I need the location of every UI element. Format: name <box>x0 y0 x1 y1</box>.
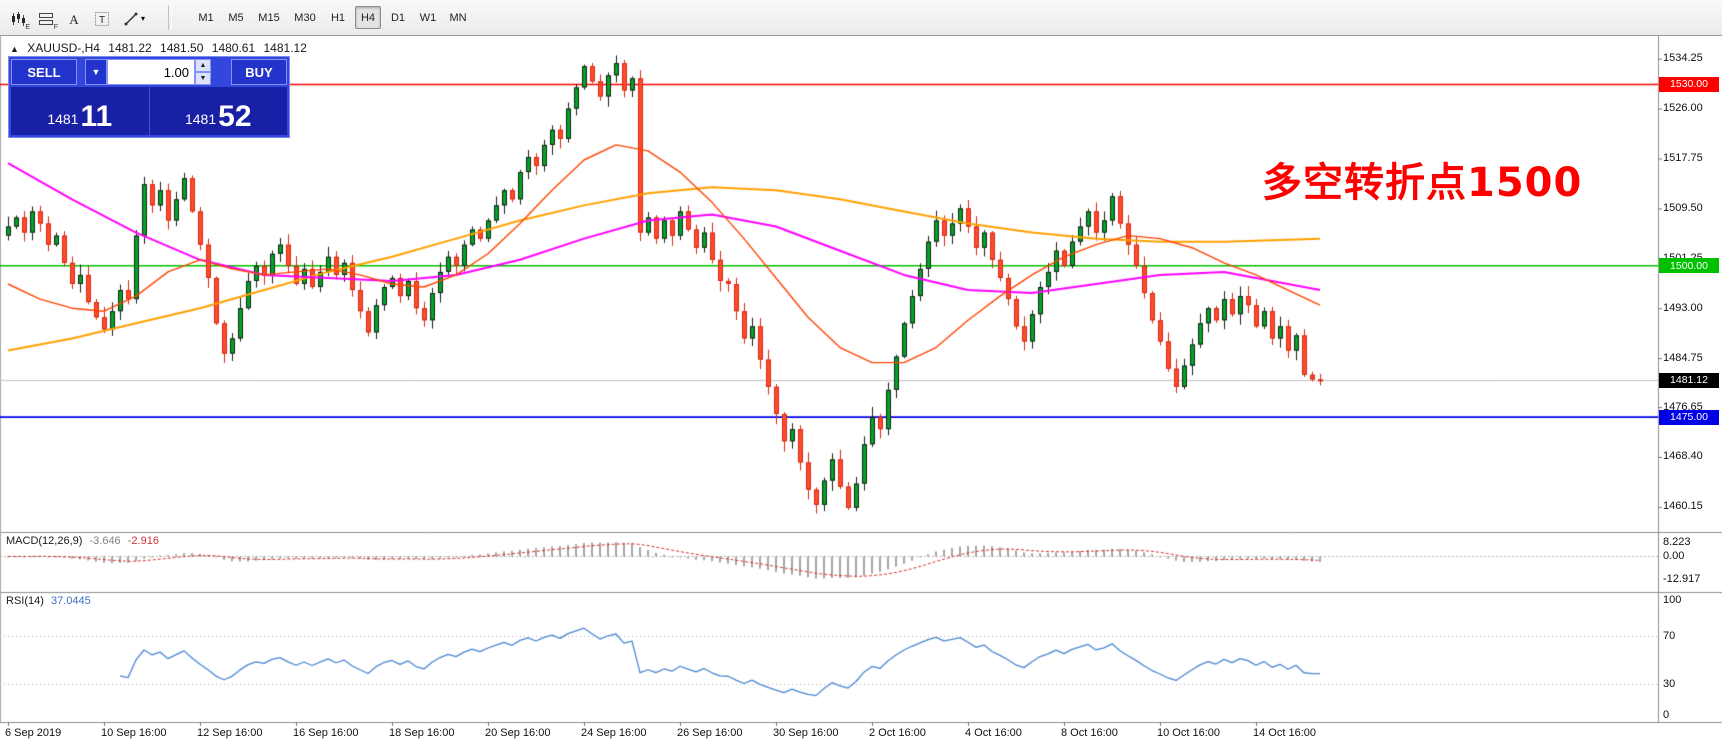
sell-price-pips: 11 <box>80 100 113 133</box>
trade-panel-divider <box>148 87 150 135</box>
time-axis-label: 10 Oct 16:00 <box>1157 727 1220 739</box>
symbol-name: XAUUSD-,H4 <box>27 41 100 55</box>
bar-chart-icon[interactable]: E <box>4 5 32 32</box>
chevron-down-icon: ▼ <box>91 67 101 77</box>
time-axis-label: 4 Oct 16:00 <box>965 727 1022 739</box>
chart-shift-icon: ▲ <box>10 44 19 54</box>
trade-panel-prices: 1481 11 1481 52 <box>11 87 287 135</box>
rsi-name: RSI(14) <box>6 595 44 607</box>
time-axis-label: 20 Sep 16:00 <box>485 727 551 739</box>
rsi-axis-tick: 30 <box>1663 677 1676 690</box>
macd-signal-value: -2.916 <box>127 535 159 547</box>
time-axis-label: 8 Oct 16:00 <box>1061 727 1118 739</box>
chart-annotation-text: 多空转折点1500 <box>1262 160 1583 206</box>
volume-decrease-button[interactable]: ▼ <box>195 72 211 85</box>
price-tick: 1517.75 <box>1663 151 1703 164</box>
price-level-label: 1500.00 <box>1659 258 1719 274</box>
time-axis-label: 6 Sep 2019 <box>5 727 62 739</box>
sell-price-main: 1481 <box>47 111 79 127</box>
time-axis-label: 14 Oct 16:00 <box>1253 727 1316 739</box>
timeframe-w1-button[interactable]: W1 <box>419 11 437 24</box>
time-axis-label: 12 Sep 16:00 <box>197 727 263 739</box>
timeframe-m5-button[interactable]: M5 <box>228 11 244 24</box>
text-tool-icon[interactable]: A <box>60 5 88 32</box>
macd-axis-tick: 8.223 <box>1663 535 1691 548</box>
svg-text:A: A <box>69 12 79 27</box>
price-level-label: 1530.00 <box>1659 76 1719 92</box>
symbol-ohlc-header: ▲ XAUUSD-,H4 1481.22 1481.50 1480.61 148… <box>10 41 312 55</box>
ohlc-high: 1481.50 <box>160 41 204 55</box>
macd-main-value: -3.646 <box>89 535 121 547</box>
time-axis-label: 10 Sep 16:00 <box>101 727 167 739</box>
tile-windows-icon-sub-label: F <box>53 24 58 31</box>
rsi-axis-tick: 70 <box>1663 629 1676 642</box>
price-tick: 1460.15 <box>1663 500 1703 513</box>
timeframe-h4-button[interactable]: H4 <box>355 6 381 29</box>
price-tick: 1468.40 <box>1663 450 1703 463</box>
time-axis-label: 16 Sep 16:00 <box>293 727 359 739</box>
price-tick: 1493.00 <box>1663 301 1703 314</box>
price-tick: 1534.25 <box>1663 52 1703 65</box>
time-axis-label: 2 Oct 16:00 <box>869 727 926 739</box>
volume-input[interactable] <box>107 59 195 85</box>
price-tick: 1509.50 <box>1663 201 1703 214</box>
rsi-value: 37.0445 <box>50 595 91 607</box>
rsi-axis-tick: 100 <box>1663 593 1682 606</box>
macd-axis-tick: 0.00 <box>1663 550 1685 562</box>
time-axis-label: 24 Sep 16:00 <box>581 727 647 739</box>
rsi-label: RSI(14) 37.0445 <box>6 595 95 607</box>
buy-button[interactable]: BUY <box>231 59 287 85</box>
price-tick: 1484.75 <box>1663 351 1703 364</box>
sell-button[interactable]: SELL <box>11 59 77 85</box>
timeframe-m15-button[interactable]: M15 <box>258 11 280 24</box>
ohlc-open: 1481.22 <box>108 41 152 55</box>
rsi-axis-tick: 0 <box>1663 709 1670 721</box>
arrow-up-icon: ▲ <box>199 62 207 69</box>
buy-price-main: 1481 <box>184 111 217 127</box>
price-tick: 1526.00 <box>1663 102 1703 115</box>
one-click-trading-panel: SELL ▼ ▲ ▼ BUY 1481 11 1481 52 <box>8 56 290 138</box>
tile-windows-icon[interactable]: F <box>32 5 60 32</box>
toolbar-separator <box>168 5 172 30</box>
timeframe-m1-button[interactable]: M1 <box>198 11 214 24</box>
chevron-down-icon: ▾ <box>140 14 145 23</box>
arrow-down-icon: ▼ <box>199 75 207 82</box>
buy-price-pips: 52 <box>218 100 252 133</box>
time-axis-label: 18 Sep 16:00 <box>389 727 455 739</box>
volume-dropdown-button[interactable]: ▼ <box>85 59 107 85</box>
ohlc-close: 1481.12 <box>263 41 307 55</box>
line-studies-icon[interactable]: ▾ <box>116 5 152 32</box>
macd-name: MACD(12,26,9) <box>6 535 83 547</box>
svg-text:T: T <box>99 15 105 26</box>
price-level-label: 1475.00 <box>1659 409 1719 425</box>
bar-chart-icon-sub-label: E <box>25 24 30 31</box>
timeframe-d1-button[interactable]: D1 <box>390 11 406 24</box>
timeframe-mn-button[interactable]: MN <box>449 11 467 24</box>
buy-price[interactable]: 1481 52 <box>150 87 288 135</box>
time-axis-label: 26 Sep 16:00 <box>677 727 743 739</box>
label-tool-icon[interactable]: T <box>88 5 116 32</box>
volume-increase-button[interactable]: ▲ <box>195 59 211 72</box>
ohlc-low: 1480.61 <box>211 41 256 55</box>
sell-price[interactable]: 1481 11 <box>11 87 149 135</box>
timeframe-h1-button[interactable]: H1 <box>330 11 346 24</box>
macd-axis-tick: -12.917 <box>1663 572 1701 585</box>
timeframe-m30-button[interactable]: M30 <box>294 11 316 24</box>
toolbar: E F A T ▾ M1 M5 M15 M30 H1 H4 D1 W1 MN <box>0 0 1722 36</box>
time-axis-label: 30 Sep 16:00 <box>773 727 839 739</box>
macd-label: MACD(12,26,9) -3.646 -2.916 <box>6 535 163 547</box>
current-price-label: 1481.12 <box>1659 372 1719 388</box>
